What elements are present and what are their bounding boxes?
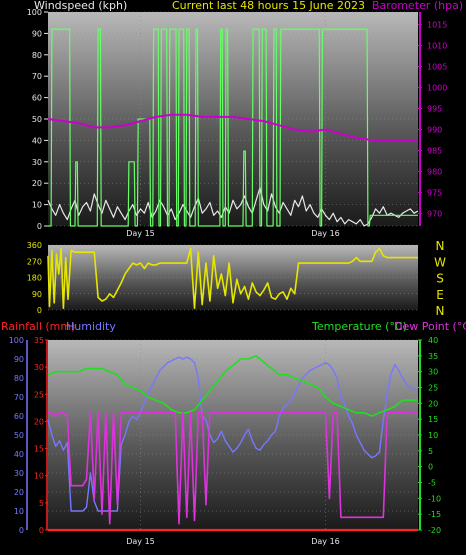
rainfall-tick-label: 5: [39, 499, 44, 508]
barometer-tick-label: 990: [427, 125, 442, 134]
day-label: Day 15: [126, 537, 155, 546]
humidity-tick-label: 40: [14, 450, 24, 459]
temperature-tick-label: 10: [428, 431, 438, 440]
day-label: Day 16: [311, 537, 340, 546]
wind-series: [47, 28, 419, 227]
barometer-tick-label: 985: [427, 146, 442, 155]
wind-tick-label: 50: [32, 115, 42, 124]
temperature-tick-label: 0: [428, 463, 433, 472]
wind-line: [47, 186, 419, 227]
rainfall-axis-label: Rainfall (mm): [1, 320, 75, 333]
direction-tick-label: 180: [27, 274, 42, 283]
humidity-tick-label: 50: [14, 431, 24, 440]
wind-axis-label: Windspeed (kph): [34, 0, 127, 12]
wind-tick-label: 70: [32, 72, 42, 81]
humidity-tick-label: 0: [19, 526, 24, 535]
barometer-tick-label: 980: [427, 167, 442, 176]
compass-label: N: [436, 239, 445, 253]
chart-title: Current last 48 hours 15 June 2023: [172, 0, 365, 12]
barometer-tick-label: 975: [427, 188, 442, 197]
direction-line: [47, 247, 418, 310]
humidity-tick-label: 30: [14, 469, 24, 478]
humidity-tick-label: 100: [9, 336, 24, 345]
temperature-tick-label: 5: [428, 447, 433, 456]
dewpoint-line: [48, 411, 418, 525]
barometer-tick-label: 1005: [427, 63, 447, 72]
wind-tick-label: 30: [32, 158, 42, 167]
compass-label: S: [436, 272, 444, 286]
wind-tick-label: 20: [32, 179, 42, 188]
wind-tick-label: 100: [27, 8, 42, 17]
day-label: Day 16: [311, 229, 340, 238]
wind-ticks: 0 10 20 30 40 50 60 70 80 90 100 970 975 980 985 990 995…: [27, 8, 448, 238]
wind-tick-label: 0: [37, 222, 42, 231]
direction-series: [47, 247, 418, 310]
wind-barometer-panel: 0 10 20 30 40 50 60 70 80 90 100 970 975 980 985 990 995…: [27, 0, 463, 238]
wind-tick-label: 80: [32, 51, 42, 60]
barometer-line: [47, 113, 418, 141]
rainfall-tick-label: 10: [34, 472, 44, 481]
temperature-axis-label: Temperature (°C): [311, 320, 407, 333]
rainfall-tick-label: 0: [39, 526, 44, 535]
compass-label: E: [436, 288, 444, 302]
wind-tick-label: 90: [32, 29, 42, 38]
humidity-tick-label: 20: [14, 488, 24, 497]
rainfall-tick-label: 20: [34, 417, 44, 426]
temperature-tick-label: 15: [428, 415, 438, 424]
temp-series: [47, 354, 418, 532]
wind-tick-label: 10: [32, 201, 42, 210]
dewpoint-axis-label: Dew Point (°C): [394, 320, 466, 333]
humidity-axis-label: Humidity: [66, 320, 116, 333]
barometer-axis-label: Barometer (hpa): [372, 0, 463, 12]
temperature-tick-label: 35: [428, 352, 438, 361]
temperature-tick-label: 40: [428, 336, 438, 345]
humidity-tick-label: 10: [14, 507, 24, 516]
wind-tick-label: 60: [32, 94, 42, 103]
compass-label: W: [434, 255, 446, 269]
barometer-tick-label: 1010: [427, 42, 447, 51]
rainfall-tick-label: 25: [34, 390, 44, 399]
compass-label: N: [436, 304, 445, 318]
direction-tick-label: 90: [32, 290, 42, 299]
humidity-tick-label: 60: [14, 412, 24, 421]
humidity-tick-label: 80: [14, 374, 24, 383]
rainfall-tick-label: 15: [34, 445, 44, 454]
wind-tick-label: 40: [32, 136, 42, 145]
barometer-tick-label: 995: [427, 105, 442, 114]
temperature-tick-label: -10: [428, 494, 441, 503]
temperature-tick-label: -20: [428, 526, 441, 535]
rainfall-tick-label: 35: [34, 336, 44, 345]
temperature-tick-label: 25: [428, 384, 438, 393]
temperature-tick-label: 20: [428, 399, 438, 408]
temp-ticks: 010203040506070809010005101520253035-20-…: [9, 336, 441, 546]
temperature-tick-label: -15: [428, 510, 441, 519]
humidity-tick-label: 70: [14, 393, 24, 402]
temperature-line: [47, 354, 418, 417]
humidity-tick-label: 90: [14, 355, 24, 364]
direction-grid: [48, 244, 418, 311]
temperature-humidity-panel: 010203040506070809010005101520253035-20-…: [1, 320, 466, 546]
temperature-tick-label: 30: [428, 368, 438, 377]
temperature-tick-label: -5: [428, 479, 436, 488]
direction-tick-label: 360: [27, 241, 42, 250]
gust-line: [48, 28, 418, 227]
barometer-tick-label: 1015: [427, 21, 447, 30]
direction-tick-label: 270: [27, 257, 42, 266]
barometer-tick-label: 1000: [427, 84, 447, 93]
barometer-tick-label: 970: [427, 209, 442, 218]
day-label: Day 15: [126, 229, 155, 238]
rainfall-tick-label: 30: [34, 363, 44, 372]
direction-tick-label: 0: [37, 306, 42, 315]
